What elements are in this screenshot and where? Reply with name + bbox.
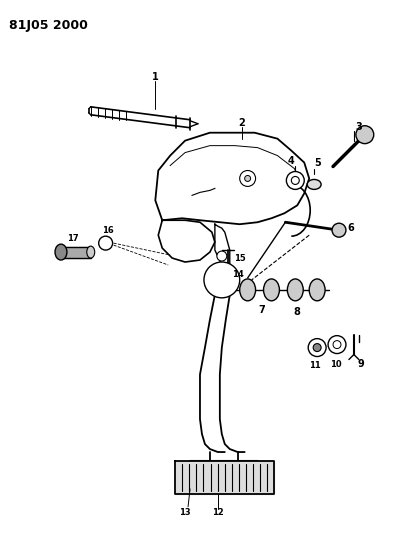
Text: 16: 16 bbox=[102, 225, 113, 235]
Text: 9: 9 bbox=[357, 359, 364, 369]
Text: 15: 15 bbox=[234, 254, 245, 263]
Polygon shape bbox=[215, 224, 230, 265]
Circle shape bbox=[313, 344, 321, 352]
Ellipse shape bbox=[307, 180, 321, 189]
Ellipse shape bbox=[240, 279, 256, 301]
Ellipse shape bbox=[287, 279, 303, 301]
Text: 12: 12 bbox=[212, 508, 224, 517]
Text: 6: 6 bbox=[348, 223, 354, 233]
Circle shape bbox=[332, 223, 346, 237]
Circle shape bbox=[308, 338, 326, 357]
Ellipse shape bbox=[309, 279, 325, 301]
Circle shape bbox=[217, 251, 227, 261]
Text: 8: 8 bbox=[294, 307, 301, 317]
Text: 81J05 2000: 81J05 2000 bbox=[9, 19, 88, 33]
Text: 2: 2 bbox=[238, 118, 245, 128]
Circle shape bbox=[204, 262, 240, 298]
Text: 5: 5 bbox=[314, 158, 321, 167]
Circle shape bbox=[328, 336, 346, 353]
Circle shape bbox=[333, 341, 341, 349]
Ellipse shape bbox=[55, 244, 67, 260]
Polygon shape bbox=[155, 133, 309, 224]
Text: 14: 14 bbox=[232, 270, 243, 279]
Text: 11: 11 bbox=[309, 361, 321, 370]
Text: 4: 4 bbox=[288, 156, 295, 166]
Text: 3: 3 bbox=[355, 122, 362, 132]
Text: 7: 7 bbox=[258, 305, 265, 315]
Circle shape bbox=[99, 236, 113, 250]
Circle shape bbox=[245, 175, 251, 181]
Text: 17: 17 bbox=[67, 233, 79, 243]
Circle shape bbox=[240, 171, 256, 187]
Circle shape bbox=[356, 126, 374, 144]
Text: 10: 10 bbox=[330, 360, 342, 369]
Ellipse shape bbox=[264, 279, 279, 301]
Circle shape bbox=[291, 176, 299, 184]
Polygon shape bbox=[175, 461, 275, 494]
Circle shape bbox=[286, 172, 304, 189]
Text: 1: 1 bbox=[152, 72, 159, 82]
Polygon shape bbox=[61, 247, 91, 258]
Ellipse shape bbox=[87, 246, 95, 258]
Polygon shape bbox=[158, 220, 215, 262]
Text: 13: 13 bbox=[179, 508, 191, 517]
